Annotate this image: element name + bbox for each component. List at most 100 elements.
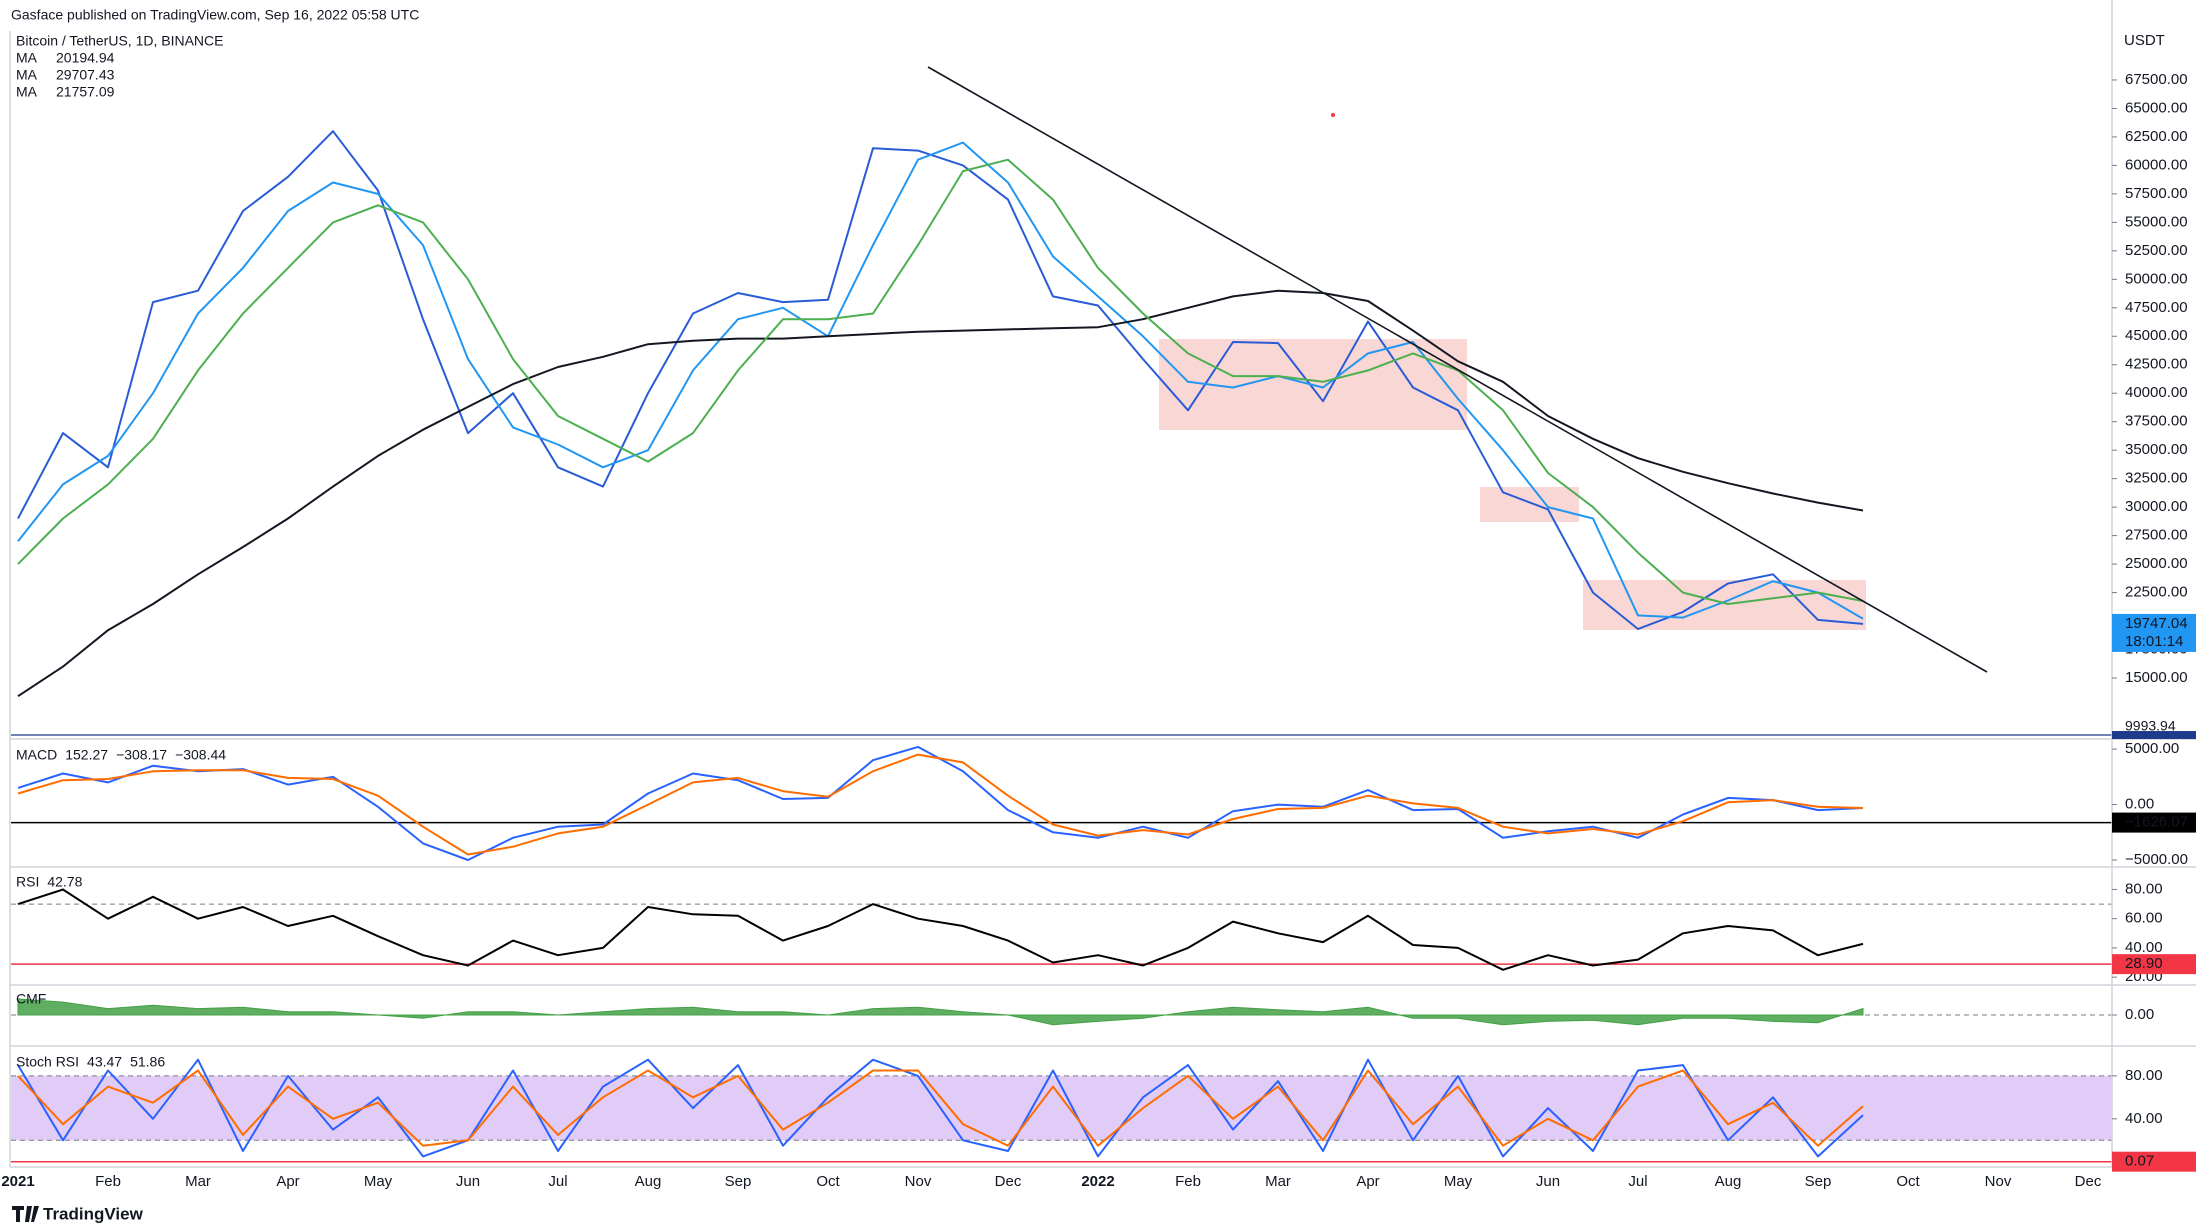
x-tick-label: Mar [1265, 1173, 1291, 1190]
y-tick-label: 37500.00 [2125, 413, 2188, 430]
y-tick-label: 50000.00 [2125, 270, 2188, 287]
legend-name: MA [16, 84, 38, 100]
x-tick-label: Jun [1536, 1173, 1560, 1190]
x-tick-label: 2022 [1081, 1173, 1114, 1190]
status-value: −308.44 [175, 747, 226, 763]
y-tick-label: 25000.00 [2125, 555, 2188, 572]
y-tick-label: 27500.00 [2125, 527, 2188, 544]
status-value: −308.17 [116, 747, 167, 763]
price-tag-label: 19747.04 [2125, 615, 2188, 632]
y-tick-label: 0.00 [2125, 796, 2154, 813]
tag-box [2112, 1151, 2196, 1172]
marker-dot [1331, 113, 1335, 117]
y-tick-label: 15000.00 [2125, 669, 2188, 686]
y-tick-label: 35000.00 [2125, 441, 2188, 458]
x-tick-label: Feb [1175, 1173, 1201, 1190]
footer-logo: TradingView [12, 1204, 144, 1223]
price-tag [2112, 613, 2196, 652]
y-tick-label: 80.00 [2125, 880, 2163, 897]
trend-line [927, 66, 1988, 673]
y-tick-label: 42500.00 [2125, 356, 2188, 373]
x-tick-label: Sep [725, 1173, 752, 1190]
series-line [17, 130, 1864, 630]
x-tick-label: May [1444, 1173, 1473, 1190]
y-tick-label: 32500.00 [2125, 470, 2188, 487]
x-tick-label: Dec [995, 1173, 1022, 1190]
legend-name: MA [16, 67, 38, 83]
logo-icon [12, 1206, 39, 1222]
plot-layer [11, 130, 2112, 1163]
low-tag-label: 9993.94 [2125, 718, 2176, 734]
y-tick-label: 40.00 [2125, 939, 2163, 956]
legend-value: 21757.09 [56, 84, 115, 100]
status-value: 51.86 [130, 1054, 165, 1070]
series-line [17, 141, 1864, 620]
tag-label: 0.07 [2125, 1153, 2154, 1170]
y-tick-label: 40.00 [2125, 1110, 2163, 1127]
series-line [17, 1069, 1864, 1147]
pane-title: Bitcoin / TetherUS, 1D, BINANCE [16, 33, 223, 49]
x-tick-label: Sep [1805, 1173, 1832, 1190]
tag-label: −1626.07 [2125, 814, 2188, 831]
y-tick-label: 5000.00 [2125, 740, 2179, 757]
tag-box [2112, 954, 2196, 975]
legend-value: 29707.43 [56, 67, 115, 83]
series-line [17, 158, 1864, 605]
tag-label: 28.90 [2125, 955, 2163, 972]
x-tick-label: Jun [456, 1173, 480, 1190]
x-tick-label: Nov [1985, 1173, 2012, 1190]
x-tick-label: Dec [2075, 1173, 2102, 1190]
y-tick-label: 60.00 [2125, 910, 2163, 927]
y-tick-label: 57500.00 [2125, 185, 2188, 202]
x-tick-label: Apr [276, 1173, 299, 1190]
x-tick-label: Jul [1628, 1173, 1647, 1190]
y-tick-label: 55000.00 [2125, 213, 2188, 230]
tag-box [2112, 812, 2196, 833]
series-line [17, 1058, 1864, 1158]
x-tick-label: Aug [1715, 1173, 1742, 1190]
x-tick-label: Apr [1356, 1173, 1379, 1190]
series-area [17, 998, 1864, 1026]
pane-title: CMF [16, 991, 46, 1007]
pane-title: Stoch RSI [16, 1054, 79, 1070]
publish-header: Gasface published on TradingView.com, Se… [11, 7, 419, 23]
y-tick-label: 45000.00 [2125, 327, 2188, 344]
x-tick-label: 2021 [1, 1173, 34, 1190]
y-tick-label: 67500.00 [2125, 71, 2188, 88]
x-tick-label: Feb [95, 1173, 121, 1190]
x-tick-label: Nov [905, 1173, 932, 1190]
x-tick-label: Oct [1896, 1173, 1920, 1190]
y-tick-label: 62500.00 [2125, 128, 2188, 145]
y-tick-label: 47500.00 [2125, 299, 2188, 316]
x-tick-label: Jul [548, 1173, 567, 1190]
status-value: 42.78 [47, 874, 82, 890]
pane-title: RSI [16, 874, 39, 890]
y-tick-label: 40000.00 [2125, 384, 2188, 401]
status-value: 43.47 [87, 1054, 122, 1070]
x-tick-label: Oct [816, 1173, 840, 1190]
series-line [17, 888, 1864, 971]
x-tick-label: May [364, 1173, 393, 1190]
footer-brand: TradingView [43, 1204, 144, 1223]
y-tick-label: 60000.00 [2125, 156, 2188, 173]
series-line [17, 289, 1864, 698]
x-tick-label: Aug [635, 1173, 662, 1190]
axis-unit: USDT [2124, 32, 2165, 49]
low-tag [2112, 731, 2196, 740]
y-tick-label: 22500.00 [2125, 584, 2188, 601]
y-tick-label: 30000.00 [2125, 498, 2188, 515]
legend-name: MA [16, 50, 38, 66]
x-tick-label: Mar [185, 1173, 211, 1190]
y-tick-label: −5000.00 [2125, 851, 2188, 868]
y-tick-label: 0.00 [2125, 1006, 2154, 1023]
y-tick-label: 80.00 [2125, 1067, 2163, 1084]
y-tick-label: 52500.00 [2125, 242, 2188, 259]
y-tick-label: 65000.00 [2125, 99, 2188, 116]
status-value: 152.27 [65, 747, 108, 763]
range-box [1480, 487, 1579, 522]
countdown-label: 18:01:14 [2125, 633, 2183, 650]
pane-title: MACD [16, 747, 57, 763]
series-line [17, 753, 1864, 856]
